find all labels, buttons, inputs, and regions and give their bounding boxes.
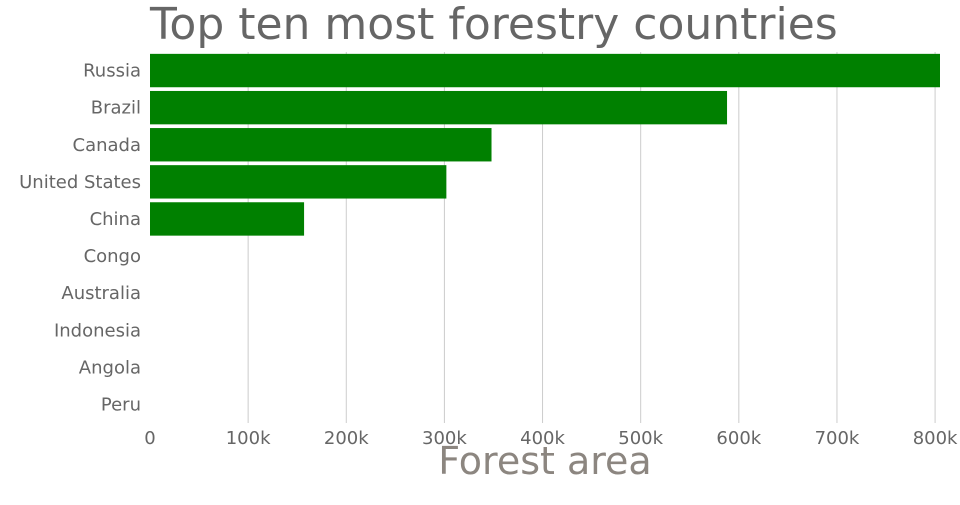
y-tick-label: Peru xyxy=(101,394,141,415)
bar-china[interactable] xyxy=(150,202,305,236)
x-tick-label: 400k xyxy=(520,428,565,449)
y-tick-label: Brazil xyxy=(91,98,141,119)
y-tick-label: China xyxy=(90,209,141,230)
x-tick-label: 700k xyxy=(815,428,860,449)
y-tick-label: Canada xyxy=(73,135,142,156)
bar-canada[interactable] xyxy=(150,128,492,162)
y-tick-label: Congo xyxy=(84,246,141,267)
x-tick-label: 200k xyxy=(324,428,369,449)
x-tick-label: 100k xyxy=(226,428,271,449)
y-tick-labels: Russia Brazil Canada United States China Cong… xyxy=(19,61,141,416)
bars xyxy=(150,53,940,236)
bar-russia[interactable] xyxy=(150,53,940,88)
x-axis-title: Forest area xyxy=(438,439,651,483)
y-tick-label: Angola xyxy=(79,357,141,378)
x-tick-label: 300k xyxy=(422,428,467,449)
y-tick-label: Russia xyxy=(83,61,141,82)
y-tick-label: Indonesia xyxy=(54,320,141,341)
x-tick-label: 600k xyxy=(716,428,761,449)
x-tick-labels: 0 100k 200k 300k 400k 500k 600k 700k 800k xyxy=(144,428,958,449)
x-tick-label: 500k xyxy=(618,428,663,449)
x-tick-label: 0 xyxy=(144,428,155,449)
y-tick-label: United States xyxy=(19,172,141,193)
chart-title: Top ten most forestry countries xyxy=(149,0,838,50)
y-tick-label: Australia xyxy=(61,283,141,304)
bar-brazil[interactable] xyxy=(150,90,728,125)
x-tick-label: 800k xyxy=(913,428,958,449)
bar-united-states[interactable] xyxy=(150,165,447,199)
